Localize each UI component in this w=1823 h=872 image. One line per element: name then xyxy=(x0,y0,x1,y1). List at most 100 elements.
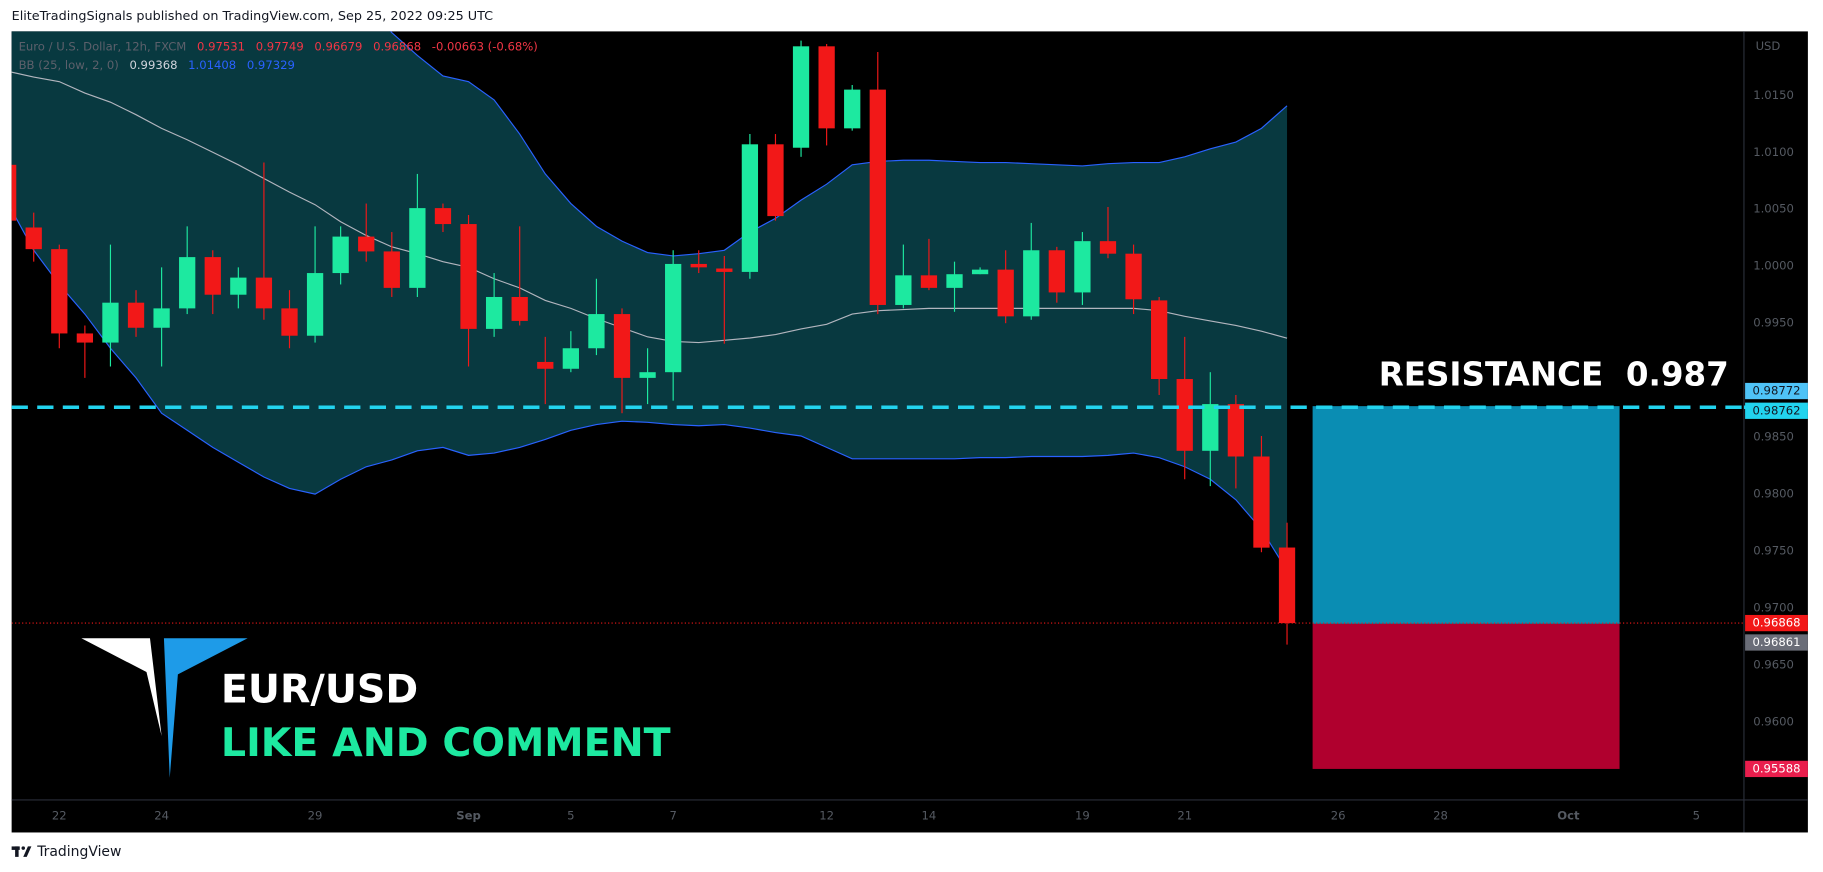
candle-body xyxy=(588,314,605,349)
x-tick-label: 26 xyxy=(1331,809,1346,823)
legend-open: 0.97531 xyxy=(197,39,245,53)
candle-body xyxy=(511,296,528,321)
logo-blue xyxy=(163,638,248,778)
band-fill xyxy=(11,31,1288,571)
candle-body xyxy=(383,251,400,288)
target-price-label-box xyxy=(1745,382,1808,400)
entry-price-label: 0.96861 xyxy=(1752,635,1800,649)
candle-body xyxy=(1048,250,1065,293)
candle-body xyxy=(332,236,349,274)
symbol-name: Euro / U.S. Dollar, 12h, FXCM xyxy=(19,39,187,53)
candle-body xyxy=(920,275,938,288)
candle-body xyxy=(485,296,503,329)
candle-body xyxy=(946,274,963,288)
symbol-legend: Euro / U.S. Dollar, 12h, FXCM 0.97531 0.… xyxy=(19,39,538,53)
candle-body xyxy=(179,257,196,309)
candle-body xyxy=(997,269,1014,317)
x-tick-label: Oct xyxy=(1557,809,1580,823)
resistance-price-label: 0.98762 xyxy=(1752,403,1800,417)
y-tick-label: 0.9750 xyxy=(1753,544,1794,558)
x-tick-label: 14 xyxy=(922,809,937,823)
candle-body xyxy=(1176,379,1193,451)
resistance-annotation: RESISTANCE 0.987 xyxy=(1379,356,1729,394)
x-tick-label: 5 xyxy=(567,809,574,823)
position-target-zone xyxy=(1312,406,1620,624)
logo-white xyxy=(81,638,162,736)
candle-body xyxy=(665,263,682,373)
legend-upper: 1.01408 xyxy=(188,58,236,72)
y-tick-label: 0.9600 xyxy=(1753,714,1794,728)
pair-annotation: EUR/USD xyxy=(221,666,418,712)
candle-body xyxy=(895,275,912,305)
logo-dot xyxy=(21,846,25,850)
y-tick-label: 1.0000 xyxy=(1753,259,1794,273)
x-tick-label: 19 xyxy=(1075,809,1090,823)
candle-body xyxy=(11,164,17,221)
candle-body xyxy=(409,208,426,288)
stop-price-label: 0.95588 xyxy=(1752,761,1800,775)
position-stop-zone xyxy=(1312,623,1620,769)
y-tick-label: 0.9850 xyxy=(1753,430,1794,444)
currency-label: USD xyxy=(1756,39,1781,53)
band-basis xyxy=(11,71,1288,344)
candle-body xyxy=(153,308,170,328)
candle-body xyxy=(306,273,324,336)
candle-body xyxy=(716,268,733,272)
candle-body xyxy=(741,144,759,272)
candle-body xyxy=(1202,404,1219,451)
legend-basis: 0.99368 xyxy=(129,58,177,72)
legend-lower: 0.97329 xyxy=(247,58,295,72)
legend-low: 0.96679 xyxy=(314,39,362,53)
x-tick-label: 5 xyxy=(1693,809,1700,823)
candle-body xyxy=(1074,241,1091,293)
footer-logo xyxy=(11,846,32,857)
candle-body xyxy=(127,302,145,328)
candle-body xyxy=(76,333,94,343)
candle-body xyxy=(818,46,835,129)
candle-body xyxy=(460,224,477,329)
candle-body xyxy=(1278,547,1296,624)
y-tick-label: 1.0150 xyxy=(1753,88,1794,102)
footer-brand: TradingView xyxy=(36,844,121,860)
legend-high: 0.97749 xyxy=(256,39,304,53)
candle-body xyxy=(1125,253,1142,300)
candle-body xyxy=(1151,300,1168,380)
last-price-label-box xyxy=(1745,614,1808,632)
candle-body xyxy=(281,308,298,336)
target-price-label: 0.98772 xyxy=(1752,384,1800,398)
entry-price-label-box xyxy=(1745,634,1808,651)
y-tick-label: 1.0050 xyxy=(1753,202,1794,216)
candle-body xyxy=(613,314,631,378)
x-tick-label: 7 xyxy=(669,809,676,823)
candle-body xyxy=(1227,404,1245,457)
candle-body xyxy=(1253,456,1270,548)
candle-body xyxy=(562,348,579,369)
candle-body xyxy=(869,89,886,305)
candle-body xyxy=(537,361,554,369)
legend-close: 0.96868 xyxy=(373,39,421,53)
candle-body xyxy=(204,257,221,295)
candle-body xyxy=(255,277,273,309)
y-tick-label: 0.9950 xyxy=(1753,316,1794,330)
y-tick-label: 1.0100 xyxy=(1753,145,1794,159)
candle-body xyxy=(639,372,656,378)
band-lower xyxy=(11,208,1288,571)
resistance-price-label-box xyxy=(1745,402,1808,419)
candle-body xyxy=(844,89,861,129)
cta-annotation: LIKE AND COMMENT xyxy=(221,720,671,766)
band-upper xyxy=(389,31,1288,257)
x-tick-label: 22 xyxy=(52,809,67,823)
y-tick-label: 0.9700 xyxy=(1753,601,1794,615)
indicator-legend: BB (25, low, 2, 0) 0.99368 1.01408 0.973… xyxy=(19,58,295,72)
overlay: 0.98772 0.98762 0.96868 0.96861 0.95588 xyxy=(1743,382,1808,778)
candle-body xyxy=(358,236,375,252)
indicator-name: BB (25, low, 2, 0) xyxy=(19,58,119,72)
candle-body xyxy=(971,269,989,275)
candle-body xyxy=(767,144,784,217)
legend-change: -0.00663 (-0.68%) xyxy=(432,39,538,53)
candle-body xyxy=(434,208,452,225)
y-tick-label: 0.9650 xyxy=(1753,658,1794,672)
logo-slash xyxy=(23,846,32,857)
